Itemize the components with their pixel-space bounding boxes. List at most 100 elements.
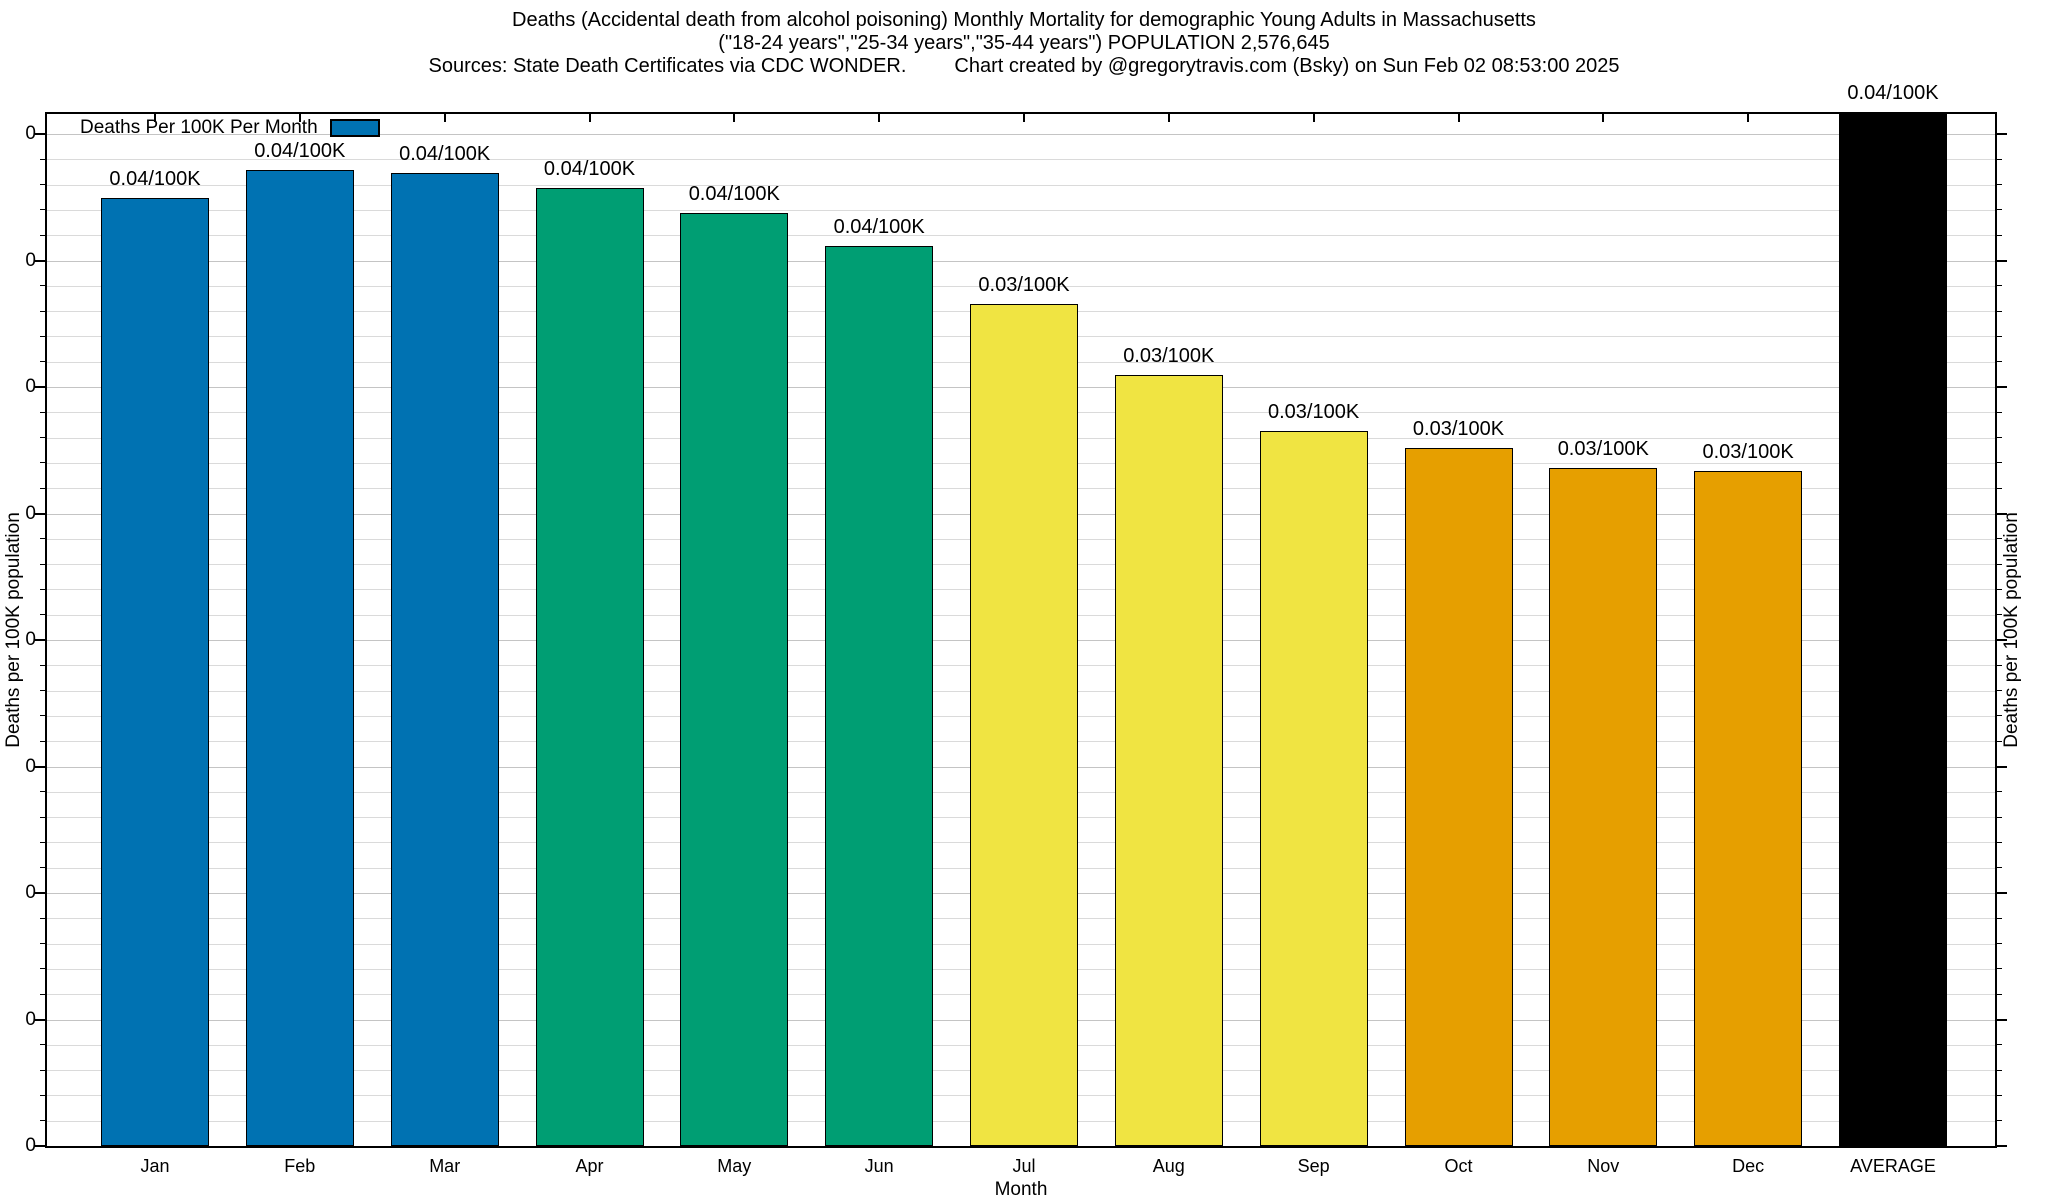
y-tick-right (1997, 234, 2002, 236)
y-tick-right (1997, 816, 2002, 818)
y-tick-right (1997, 1094, 2002, 1096)
x-category-label: AVERAGE (1850, 1156, 1936, 1176)
x-category-label: Jan (140, 1156, 170, 1176)
y-tick-label: 0 (25, 502, 36, 524)
y-tick-right (1997, 892, 2007, 894)
y-tick-right (1997, 209, 2002, 211)
x-category-label: Aug (1152, 1156, 1185, 1176)
legend-label: Deaths Per 100K Per Month (80, 117, 318, 138)
y-tick-left (40, 968, 45, 970)
bar-mar (390, 173, 499, 1146)
gridline-minor (47, 235, 1995, 237)
chart-title-line1: Deaths (Accidental death from alcohol po… (512, 9, 1536, 31)
x-category-label: Sep (1297, 1156, 1330, 1176)
y-tick-right (1997, 259, 2007, 262)
x-category-label: May (717, 1156, 752, 1176)
y-tick-right (1997, 538, 2002, 540)
bar-value-label: 0.04/100K (688, 183, 780, 205)
y-tick-right (1997, 1069, 2002, 1071)
y-tick-left (40, 1069, 45, 1071)
y-tick-left (40, 1044, 45, 1046)
x-category-label: Mar (429, 1156, 461, 1176)
bar-jul (970, 304, 1078, 1146)
x-category-label: Jul (1012, 1156, 1036, 1176)
y-tick-label: 0 (25, 123, 36, 144)
y-tick-left (35, 512, 45, 515)
y-tick-left (40, 867, 45, 869)
x-tick-top (1602, 114, 1605, 122)
x-category-label: Dec (1732, 1156, 1765, 1176)
bar-average (1839, 112, 1947, 1146)
y-tick-left (40, 184, 45, 186)
y-tick-left (40, 158, 45, 160)
y-tick-left (40, 487, 45, 489)
y-tick-left (40, 664, 45, 666)
y-tick-right (1997, 715, 2002, 717)
y-tick-label: 0 (25, 376, 36, 397)
y-tick-right (1997, 1018, 2007, 1021)
y-tick-left (40, 816, 45, 818)
y-tick-right (1997, 361, 2002, 363)
bar-apr (535, 188, 644, 1146)
y-tick-right (1997, 487, 2002, 489)
x-tick-top (878, 114, 881, 122)
y-tick-right (1997, 841, 2002, 843)
y-tick-label: 0 (25, 1008, 36, 1030)
y-tick-left (40, 437, 45, 439)
y-tick-right (1997, 664, 2002, 666)
bar-oct (1404, 448, 1513, 1146)
x-tick-top (154, 114, 156, 122)
y-tick-right (1997, 437, 2002, 439)
y-tick-label: 0 (25, 1135, 36, 1156)
y-tick-left (40, 917, 45, 919)
y-tick-right (1997, 285, 2002, 287)
y-tick-left (40, 740, 45, 742)
bar-value-label: 0.04/100K (399, 143, 491, 165)
y-tick-right (1997, 335, 2002, 337)
bar-jan (101, 198, 209, 1146)
y-tick-right (1997, 993, 2002, 995)
y-tick-left (35, 1018, 45, 1021)
y-tick-label: 0 (25, 629, 36, 650)
y-tick-left (40, 614, 45, 616)
y-tick-left (40, 993, 45, 995)
bar-value-label: 0.03/100K (1557, 438, 1649, 460)
y-tick-right (1997, 968, 2002, 970)
y-tick-right (1997, 133, 2007, 135)
y-tick-left (40, 588, 45, 590)
credit-text: Chart created by @gregorytravis.com (Bsk… (954, 55, 1620, 77)
chart-title-line2: ("18-24 years","25-34 years","35-44 year… (718, 32, 1330, 54)
y-tick-right (1997, 310, 2002, 312)
gridline-major (47, 260, 1995, 262)
y-tick-right (1997, 563, 2002, 565)
y-tick-right (1997, 462, 2002, 464)
bar-value-label: 0.04/100K (1847, 82, 1939, 104)
x-tick-top (443, 114, 446, 122)
y-tick-right (1997, 184, 2002, 186)
x-category-label: Jun (864, 1156, 894, 1176)
y-tick-right (1997, 158, 2002, 160)
y-tick-left (35, 133, 45, 135)
y-tick-left (40, 234, 45, 236)
y-axis-label-right: Deaths per 100K population (2001, 512, 2022, 748)
bar-value-label: 0.03/100K (978, 274, 1070, 296)
y-tick-left (40, 563, 45, 565)
y-tick-right (1997, 512, 2007, 515)
legend-swatch (329, 119, 380, 137)
y-tick-left (40, 310, 45, 312)
y-tick-left (35, 259, 45, 262)
bar-value-label: 0.04/100K (109, 168, 201, 190)
bar-sep (1259, 431, 1368, 1146)
gridline-major (47, 134, 1995, 135)
y-tick-left (40, 462, 45, 464)
x-tick-top (588, 114, 591, 122)
x-tick-top (1167, 114, 1170, 122)
bar-value-label: 0.04/100K (833, 216, 925, 238)
bar-aug (1114, 375, 1223, 1146)
x-category-label: Feb (284, 1156, 316, 1176)
y-tick-left (40, 791, 45, 793)
y-tick-right (1997, 1044, 2002, 1046)
y-tick-label: 0 (25, 249, 36, 271)
y-tick-right (1997, 917, 2002, 919)
bar-nov (1549, 468, 1658, 1146)
